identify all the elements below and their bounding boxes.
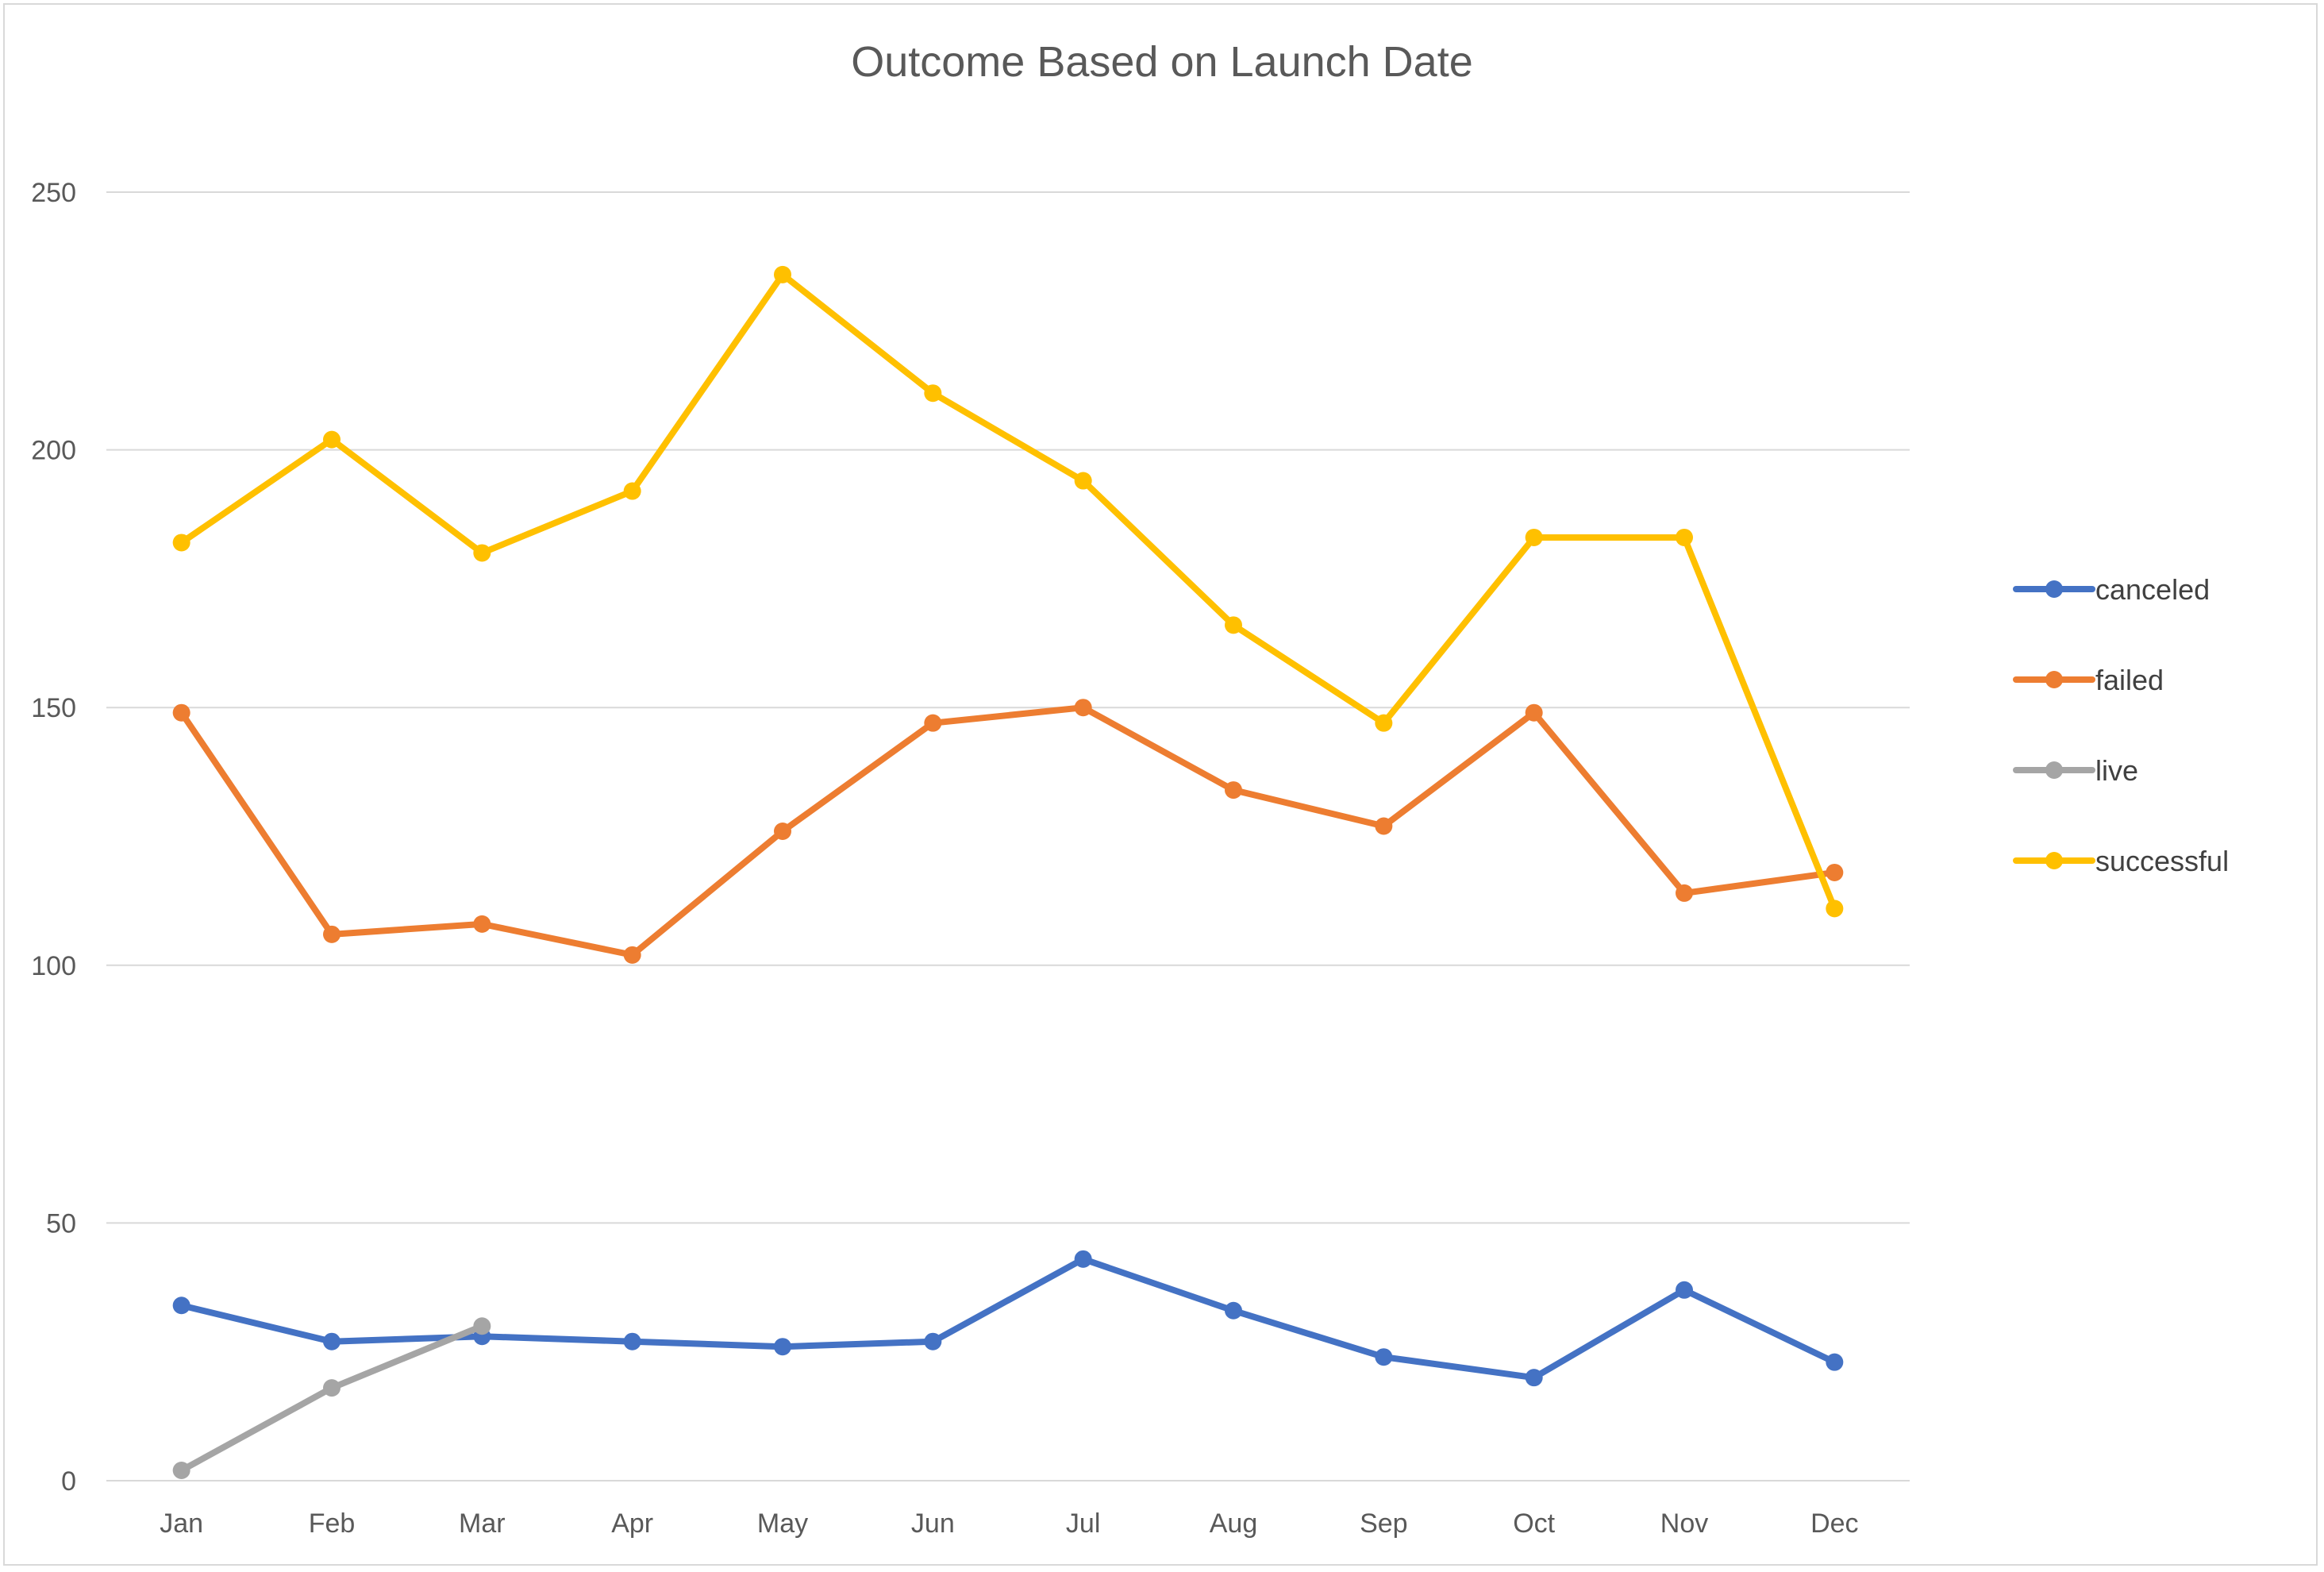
data-point-canceled-Jul	[1074, 1250, 1092, 1268]
data-point-canceled-Apr	[623, 1332, 641, 1350]
legend-swatch-marker	[2045, 852, 2063, 869]
x-tick-label: Apr	[611, 1508, 653, 1539]
legend-label: successful	[2095, 845, 2229, 877]
legend-swatch-marker	[2045, 671, 2063, 688]
data-point-canceled-Aug	[1225, 1301, 1242, 1320]
y-tick-label: 250	[31, 178, 76, 208]
y-tick-label: 50	[46, 1208, 76, 1239]
x-tick-label: May	[757, 1508, 808, 1539]
data-point-failed-Feb	[323, 925, 341, 943]
data-point-canceled-Oct	[1525, 1369, 1543, 1387]
x-tick-label: Mar	[459, 1508, 506, 1539]
data-point-successful-Feb	[323, 430, 341, 449]
series-line-failed	[178, 704, 1838, 958]
data-point-successful-Dec	[1826, 900, 1844, 918]
legend-swatch-marker	[2045, 580, 2063, 598]
data-point-successful-Jan	[172, 534, 190, 552]
series-canceled	[172, 1250, 1844, 1387]
series-line-successful	[178, 271, 1838, 912]
data-point-failed-Sep	[1375, 817, 1393, 835]
data-point-failed-Apr	[623, 946, 641, 964]
x-axis-tick-labels: Jan Feb Mar Apr May Jun Jul Aug Sep Oct Nov Dec	[160, 1508, 1858, 1539]
x-tick-label: Oct	[1513, 1508, 1555, 1539]
legend-label: canceled	[2095, 573, 2210, 606]
gridlines	[106, 191, 1910, 1481]
y-tick-label: 0	[61, 1466, 76, 1497]
legend-item-successful: successful	[2013, 845, 2229, 877]
data-point-canceled-Sep	[1375, 1348, 1393, 1366]
data-point-canceled-Nov	[1676, 1281, 1693, 1299]
data-point-successful-Apr	[623, 482, 641, 500]
x-tick-label: Feb	[309, 1508, 356, 1539]
data-point-live-Jan	[172, 1462, 190, 1480]
data-point-canceled-Jan	[172, 1297, 190, 1315]
x-tick-label: Dec	[1810, 1508, 1858, 1539]
data-point-failed-Jul	[1074, 699, 1092, 717]
data-point-canceled-May	[774, 1338, 791, 1356]
x-tick-label: Aug	[1210, 1508, 1258, 1539]
legend: canceled failed live successful	[2013, 573, 2229, 877]
x-tick-label: Jun	[911, 1508, 955, 1539]
series-live	[172, 1317, 491, 1480]
x-tick-label: Sep	[1360, 1508, 1408, 1539]
legend-label: failed	[2095, 664, 2164, 696]
y-axis-tick-labels: 0 50 100 150 200 250	[31, 178, 76, 1497]
data-point-successful-Oct	[1525, 528, 1543, 546]
data-point-failed-Nov	[1676, 884, 1693, 902]
series-successful	[172, 265, 1844, 918]
legend-swatch-marker	[2045, 761, 2063, 779]
y-tick-label: 200	[31, 436, 76, 466]
data-point-canceled-Dec	[1826, 1353, 1844, 1371]
chart-title: Outcome Based on Launch Date	[851, 38, 1473, 86]
data-point-successful-Mar	[473, 544, 491, 562]
data-point-successful-Jun	[924, 384, 942, 403]
data-point-canceled-Feb	[323, 1332, 341, 1350]
data-point-failed-Jun	[924, 714, 942, 732]
chart-frame	[3, 3, 2318, 1566]
data-point-successful-Nov	[1676, 528, 1693, 546]
series-line-canceled	[178, 1255, 1838, 1381]
data-point-failed-Oct	[1525, 703, 1543, 722]
data-point-live-Mar	[473, 1317, 491, 1335]
data-point-failed-Mar	[473, 915, 491, 933]
legend-item-live: live	[2013, 754, 2138, 787]
legend-item-canceled: canceled	[2013, 573, 2210, 606]
data-point-failed-Jan	[172, 703, 190, 722]
x-tick-label: Jul	[1066, 1508, 1100, 1539]
data-point-successful-May	[774, 265, 791, 283]
data-point-failed-Aug	[1225, 781, 1242, 799]
data-point-failed-Dec	[1826, 863, 1844, 881]
data-point-failed-May	[774, 823, 791, 841]
y-tick-label: 100	[31, 951, 76, 981]
data-point-successful-Sep	[1375, 714, 1393, 732]
x-tick-label: Jan	[160, 1508, 203, 1539]
data-point-successful-Aug	[1225, 616, 1242, 634]
legend-label: live	[2095, 754, 2138, 787]
series-failed	[172, 699, 1844, 964]
series-lines	[172, 265, 1844, 1480]
legend-item-failed: failed	[2013, 664, 2164, 696]
data-point-live-Feb	[323, 1379, 341, 1397]
data-point-successful-Jul	[1074, 472, 1092, 490]
data-point-canceled-Jun	[924, 1332, 942, 1350]
x-tick-label: Nov	[1660, 1508, 1708, 1539]
y-tick-label: 150	[31, 693, 76, 723]
